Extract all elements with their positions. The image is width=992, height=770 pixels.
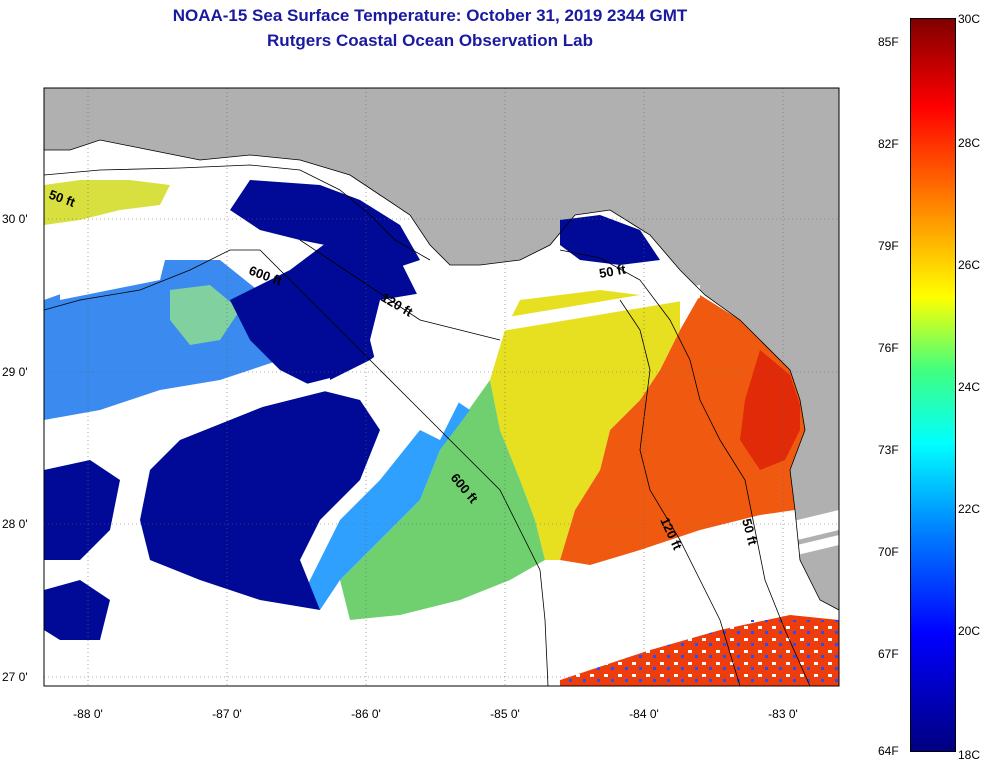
- lon-label: -83 0': [768, 707, 798, 721]
- sst-map: 50 ft 600 ft 120 ft 50 ft 600 ft 120 ft …: [2, 87, 840, 721]
- colorbar-f-label: 67F: [878, 647, 899, 661]
- lon-label: -88 0': [73, 707, 103, 721]
- cyan-band: [300, 400, 470, 610]
- map-title: NOAA-15 Sea Surface Temperature: October…: [172, 6, 688, 25]
- cold-water-north: [230, 180, 420, 270]
- colorbar-f-label: 76F: [878, 341, 899, 355]
- west-yellow-patch: [44, 180, 170, 225]
- cold-water-central: [140, 240, 420, 610]
- cold-water-southwest: [44, 580, 110, 640]
- lon-label: -87 0': [212, 707, 242, 721]
- colorbar-f-label: 70F: [878, 545, 899, 559]
- depth-contour-600ft: [43, 249, 549, 687]
- colorbar-f-label: 64F: [878, 744, 899, 758]
- lat-label: 28 0': [2, 517, 28, 531]
- cloud-patch-center: [370, 290, 480, 440]
- graticule: [44, 88, 839, 686]
- yellow-band: [490, 290, 680, 560]
- coastline: [44, 139, 840, 611]
- cloud-patch-west: [60, 220, 170, 300]
- cold-water-west: [44, 460, 120, 560]
- map-border: [43, 87, 840, 687]
- lon-label: -84 0': [629, 707, 659, 721]
- depth-contour-120ft: [299, 239, 741, 687]
- colorbar-c-label: 20C: [958, 624, 981, 638]
- map-subtitle: Rutgers Coastal Ocean Observation Lab: [267, 31, 593, 50]
- cloud-swath-upper: [430, 285, 700, 343]
- colorbar-f-label: 73F: [878, 443, 899, 457]
- cloud-swath-west: [44, 378, 330, 462]
- colorbar-c-label: 26C: [958, 258, 981, 272]
- colorbar-f-label: 82F: [878, 137, 899, 151]
- warm-water-region: [560, 295, 805, 565]
- colorbar-c-label: 30C: [958, 12, 981, 26]
- cloud-swath-east: [380, 510, 839, 640]
- green-band: [340, 380, 545, 620]
- west-green-patch: [170, 285, 240, 345]
- contour-label: 50 ft: [598, 261, 628, 281]
- cloud-patch-south: [520, 560, 810, 680]
- colorbar-c-label: 24C: [958, 380, 981, 394]
- cold-water-coast: [560, 215, 660, 265]
- lat-label: 29 0': [2, 365, 28, 379]
- lat-label: 30 0': [2, 212, 28, 226]
- lat-label: 27 0': [2, 670, 28, 684]
- lon-label: -86 0': [351, 707, 381, 721]
- land-area: [44, 88, 839, 610]
- contour-label: 50 ft: [739, 517, 761, 547]
- warm-water-core: [740, 350, 800, 470]
- colorbar-c-label: 22C: [958, 502, 981, 516]
- colorbar-f-label: 79F: [878, 239, 899, 253]
- colorbar-c-label: 28C: [958, 136, 981, 150]
- depth-contour-50ft: [43, 164, 811, 687]
- colorbar-c-label: 18C: [958, 748, 981, 762]
- lon-label: -85 0': [490, 707, 520, 721]
- colorbar-f-label: 85F: [878, 35, 899, 49]
- temperature-colorbar: [910, 18, 956, 752]
